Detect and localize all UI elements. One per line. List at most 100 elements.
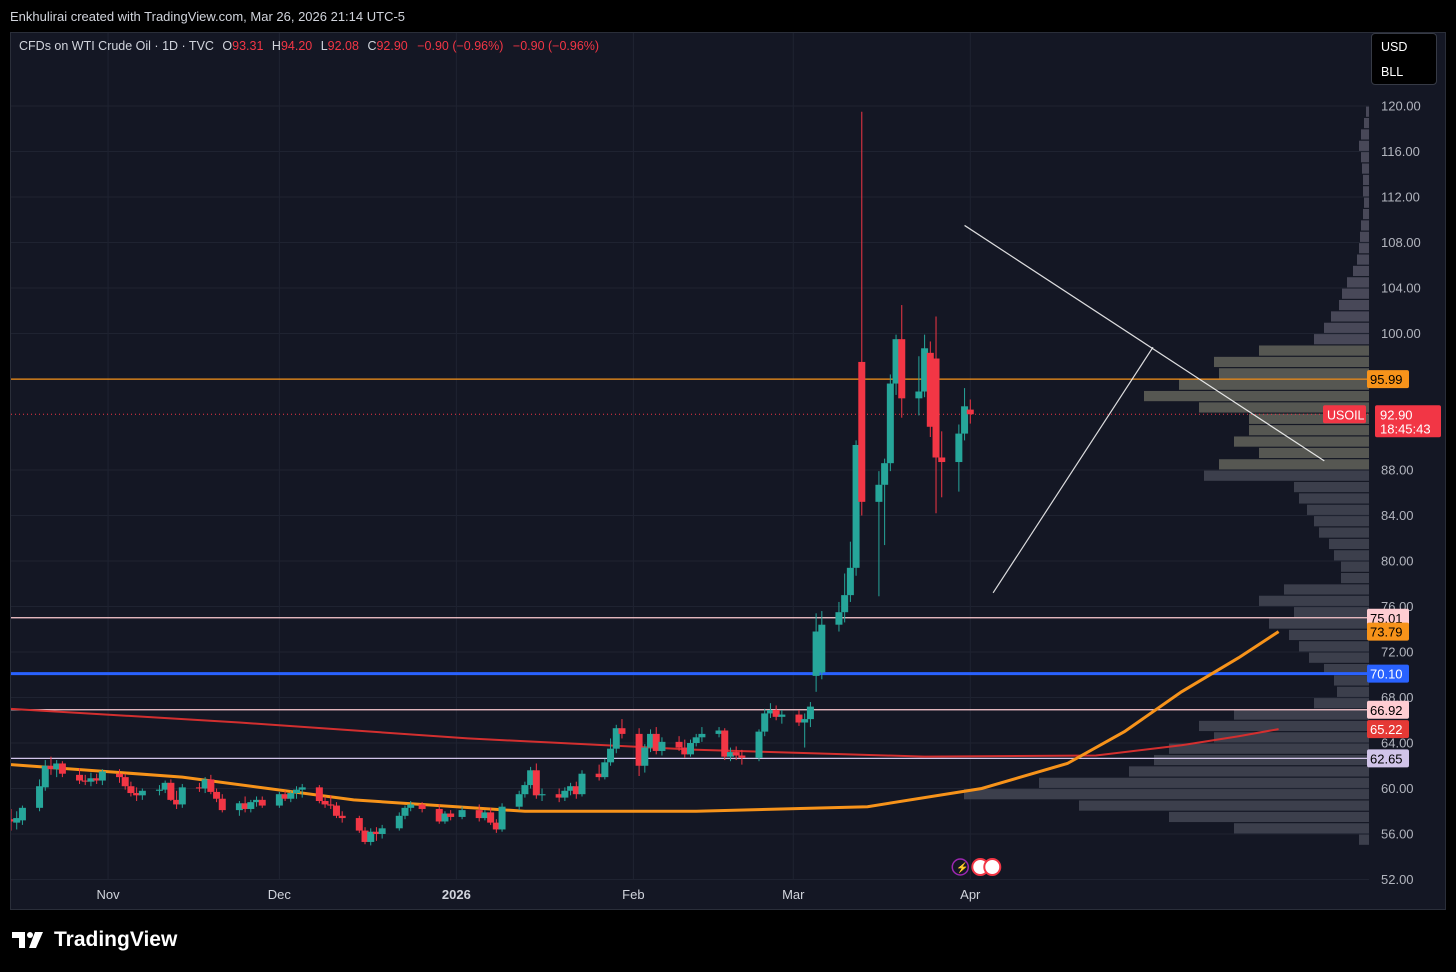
candle-body[interactable] [852,444,860,568]
candle-body[interactable] [795,714,803,723]
candle-body[interactable] [173,799,181,805]
candle-body[interactable] [846,567,854,596]
candle-body[interactable] [321,801,329,805]
candle-body[interactable] [281,794,289,799]
candle-body[interactable] [955,433,963,463]
candle-body[interactable] [966,409,974,415]
candle-body[interactable] [235,803,243,811]
candle-body[interactable] [721,730,729,757]
candle-body[interactable] [938,457,946,463]
candle-body[interactable] [607,748,615,763]
candle-body[interactable] [572,786,580,795]
tradingview-logo[interactable]: TradingView [12,928,177,952]
candle-body[interactable] [647,733,655,748]
unit-label[interactable]: BLL [1381,65,1404,79]
candle-body[interactable] [875,484,883,502]
candle-body[interactable] [926,352,934,427]
candle-body[interactable] [618,728,626,734]
candle-body[interactable] [681,747,689,755]
candle-body[interactable] [355,818,363,831]
candle-body[interactable] [81,780,89,782]
candle-body[interactable] [738,755,746,758]
candle-body[interactable] [258,799,266,806]
candle-body[interactable] [98,771,106,781]
candle-body[interactable] [755,731,763,758]
trendline[interactable] [992,346,1154,594]
currency-label[interactable]: USD [1381,40,1408,54]
candle-body[interactable] [521,785,529,795]
price-chart[interactable]: 120.00 116.00 112.00 108.00 104.00 100.00 88.0… [11,33,1445,909]
candle-body[interactable] [578,773,586,795]
candle-body[interactable] [766,710,774,714]
candle-body[interactable] [458,810,466,817]
candle-body[interactable] [601,762,609,778]
chart-frame[interactable]: 120.00 116.00 112.00 108.00 104.00 100.00 88.0… [10,32,1446,910]
candle-body[interactable] [178,787,186,805]
candle-body[interactable] [378,828,386,834]
candle-body[interactable] [395,815,403,829]
candle-body[interactable] [641,747,649,766]
candle-body[interactable] [818,624,826,673]
candle-body[interactable] [886,383,894,464]
us-flag-event-icon[interactable] [983,858,1002,876]
candle-body[interactable] [418,804,426,809]
candle-body[interactable] [515,794,523,807]
candle-body[interactable] [921,348,929,392]
candle-body[interactable] [595,773,603,778]
candle-body[interactable] [915,391,923,399]
candle-body[interactable] [315,787,323,802]
candle-body[interactable] [835,612,843,625]
lightning-event-icon[interactable] [951,858,970,876]
candle-body[interactable] [778,714,786,717]
candle-body[interactable] [155,789,163,791]
candle-body[interactable] [567,786,575,791]
candle-body[interactable] [53,763,61,770]
currency-unit-box[interactable]: USD BLL [1371,33,1437,85]
candle-body[interactable] [772,710,780,717]
candle-body[interactable] [327,804,335,806]
candle-body[interactable] [555,794,563,798]
candle-body[interactable] [858,361,866,502]
candle-body[interactable] [692,737,700,743]
candle-body[interactable] [561,790,569,798]
candle-body[interactable] [612,728,620,749]
candle-body[interactable] [492,822,500,830]
candle-body[interactable] [167,782,175,800]
candle-body[interactable] [881,463,889,485]
candle-body[interactable] [11,819,15,822]
candle-body[interactable] [367,831,375,842]
candle-body[interactable] [698,733,706,738]
candle-body[interactable] [407,804,415,808]
candle-body[interactable] [121,777,129,787]
candle-body[interactable] [732,752,740,756]
candle-body[interactable] [726,752,734,757]
candle-body[interactable] [275,794,283,806]
candle-body[interactable] [401,807,409,816]
candle-body[interactable] [58,763,66,774]
candle-body[interactable] [806,706,814,720]
candle-body[interactable] [293,789,300,794]
candle-body[interactable] [253,799,261,803]
candle-body[interactable] [812,631,820,676]
candle-body[interactable] [138,790,146,796]
candle-body[interactable] [218,798,226,811]
candle-body[interactable] [686,743,694,755]
candle-body[interactable] [372,831,380,834]
candle-body[interactable] [13,818,21,823]
candle-body[interactable] [487,812,495,823]
candle-body[interactable] [435,808,443,822]
candle-body[interactable] [898,339,906,399]
candle-body[interactable] [715,730,723,734]
candle-body[interactable] [76,774,84,781]
candle-body[interactable] [892,339,900,384]
candle-body[interactable] [195,787,203,789]
candle-body[interactable] [41,765,49,788]
candle-body[interactable] [161,782,169,790]
candle-body[interactable] [801,719,809,723]
candle-body[interactable] [115,773,123,778]
candle-body[interactable] [127,786,135,794]
candle-body[interactable] [441,813,449,822]
candle-body[interactable] [675,741,683,748]
candle-body[interactable] [761,713,769,732]
candle-body[interactable] [36,786,44,808]
